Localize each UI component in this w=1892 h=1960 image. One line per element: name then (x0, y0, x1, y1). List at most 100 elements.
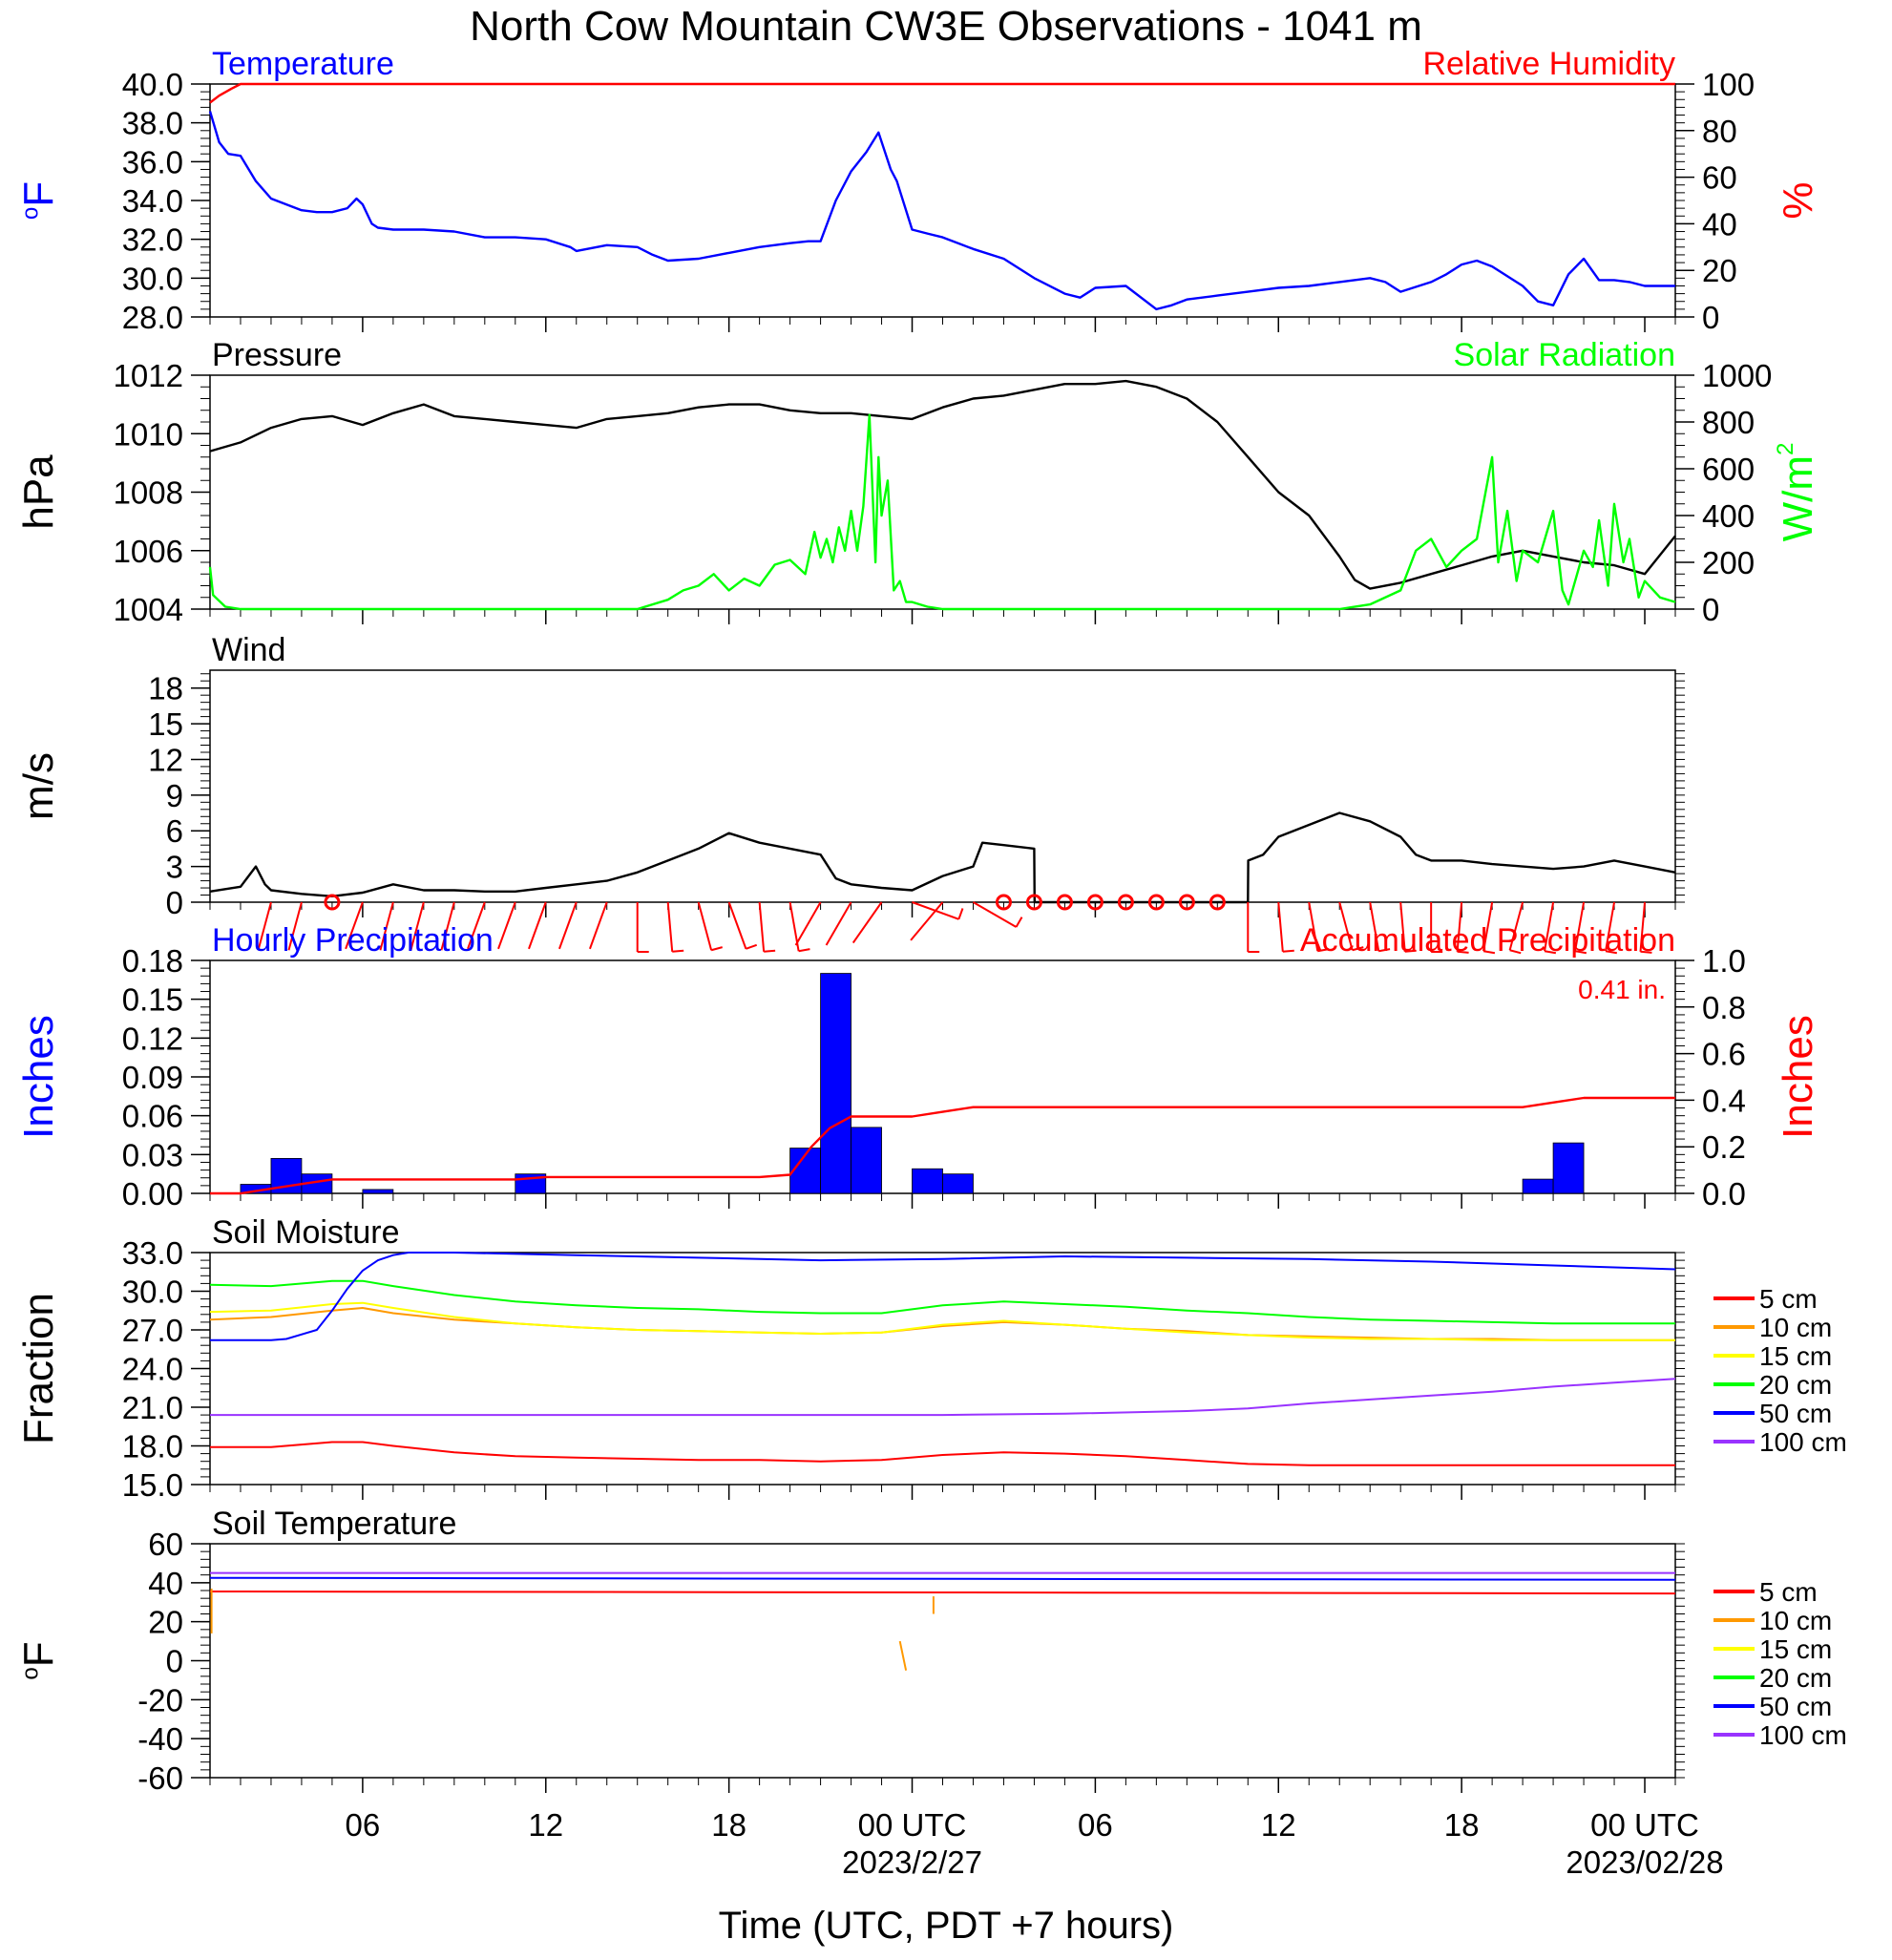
precip-bar (912, 1168, 943, 1194)
y-tick-label-left: 32.0 (122, 222, 183, 258)
panel-temperature-humidity: Temperature Relative Humidity 28.0 30.032.0… (15, 46, 1821, 335)
x-tick-label: 00 UTC (1590, 1807, 1699, 1843)
wind-barb-flag (764, 949, 776, 953)
wind-barb (257, 901, 272, 951)
series-wind (209, 811, 1676, 904)
wind-barb (589, 901, 608, 950)
x-tick-label: 18 (1444, 1807, 1480, 1843)
wind-barb (1639, 901, 1647, 952)
y-tick-label-left: 15.0 (122, 1467, 183, 1503)
y-axis-label-left: oF (15, 1641, 62, 1679)
legend-label: 10 cm (1759, 1606, 1832, 1635)
wind-barb (558, 901, 578, 950)
wind-barb (440, 901, 455, 951)
wind-barb (528, 901, 547, 950)
wind-barb (497, 901, 516, 950)
precip-bar (820, 973, 851, 1194)
x-tick-label: 06 (346, 1807, 381, 1843)
wind-barb (345, 901, 364, 950)
panel-frame (209, 959, 1676, 1194)
wind-barb (467, 901, 486, 950)
series-accum (210, 1096, 1675, 1195)
y-axis-label-left-text: oF (15, 181, 62, 220)
y-tick-label-right: 1000 (1702, 358, 1772, 393)
legend-label: 20 cm (1759, 1370, 1832, 1400)
y-tick-label-left: 0.00 (122, 1176, 183, 1212)
wind-barb-flag (710, 946, 723, 952)
y-axis-label-right-text: Inches (1775, 1015, 1821, 1139)
y-axis-label-left: Fraction (15, 1293, 62, 1444)
wind-barb-flag (746, 943, 758, 950)
wind-barb-flag (1378, 948, 1391, 953)
panel-title-right: Solar Radiation (1454, 337, 1675, 373)
y-axis-label-left-text: oF (15, 1641, 62, 1679)
panel-title-left: Soil Moisture (212, 1214, 400, 1251)
y-tick-label-left: 34.0 (122, 183, 183, 219)
y-tick-label-left: 1004 (114, 592, 183, 627)
series-d100 (210, 1378, 1676, 1417)
series-humidity (209, 82, 1675, 104)
wind-barb-flag (672, 949, 684, 953)
calm-wind-circle (324, 894, 341, 911)
x-tick-label: 18 (711, 1807, 746, 1843)
y-tick-label-left: 21.0 (122, 1390, 183, 1425)
y-tick-label-left: 3 (166, 850, 183, 885)
y-axis-label-left-text: hPa (15, 454, 62, 530)
panel-frame (209, 669, 1676, 903)
y-tick-label-right: 20 (1702, 253, 1737, 288)
wind-barb (1482, 901, 1494, 952)
panel-title-right: Relative Humidity (1422, 46, 1675, 82)
precip-bar (1522, 1178, 1554, 1194)
y-tick-label-left: 18 (148, 671, 183, 706)
y-tick-label-left: -20 (137, 1682, 183, 1718)
series-d50 (209, 1576, 1676, 1581)
y-tick-label-right: 600 (1702, 452, 1755, 487)
wind-barb (1456, 901, 1463, 952)
y-tick-label-left: 1012 (114, 358, 183, 393)
legend-label: 100 cm (1759, 1427, 1847, 1457)
y-tick-label-left: 0.15 (122, 982, 183, 1018)
wind-barb (1605, 901, 1616, 952)
wind-barb (851, 901, 883, 944)
series-solar (208, 413, 1676, 611)
wind-barb-flag (957, 908, 964, 920)
y-tick-label-right: 0.0 (1702, 1176, 1746, 1212)
y-axis-label-left: Inches (15, 1015, 62, 1139)
wind-barb (1544, 901, 1555, 952)
series-pressure (209, 379, 1676, 590)
y-tick-label-right: 1.0 (1702, 943, 1746, 979)
series-d5 (209, 1591, 1676, 1595)
wind-barb (1369, 901, 1380, 952)
wind-barb-flag (1404, 949, 1417, 953)
wind-barb-flag (1605, 950, 1618, 955)
series-d5 (210, 1441, 1675, 1466)
wind-barb-flag (1509, 949, 1522, 955)
legend-label: 5 cm (1759, 1577, 1818, 1607)
y-tick-label-left: 0.18 (122, 943, 183, 979)
wind-barb (1308, 901, 1319, 952)
x-tick-date-label: 2023/02/28 (1566, 1844, 1723, 1880)
y-tick-label-right: 400 (1702, 498, 1755, 534)
wind-barb (697, 901, 713, 951)
y-tick-label-left: 30.0 (122, 1275, 183, 1310)
y-tick-label-left: 1010 (114, 416, 183, 452)
wind-barb-flag (1574, 950, 1587, 955)
wind-barb-flag (1457, 950, 1469, 954)
y-tick-label-left: 24.0 (122, 1352, 183, 1387)
wind-barb-flag (1482, 950, 1496, 955)
series-d10 (898, 1640, 908, 1671)
y-tick-label-right: 200 (1702, 545, 1755, 580)
y-tick-label-left: 18.0 (122, 1429, 183, 1465)
y-axis-label-right: Inches (1775, 1015, 1821, 1139)
y-axis-label-left: hPa (15, 454, 62, 530)
legend-label: 100 cm (1759, 1720, 1847, 1750)
figure-title: North Cow Mountain CW3E Observations - 1… (470, 3, 1422, 50)
wind-barb (1508, 901, 1524, 951)
y-axis-label-right-text: W/m2 (1773, 443, 1821, 542)
x-tick-label: 12 (1261, 1807, 1296, 1843)
series-temperature (208, 111, 1675, 311)
x-tick-label: 00 UTC (858, 1807, 967, 1843)
